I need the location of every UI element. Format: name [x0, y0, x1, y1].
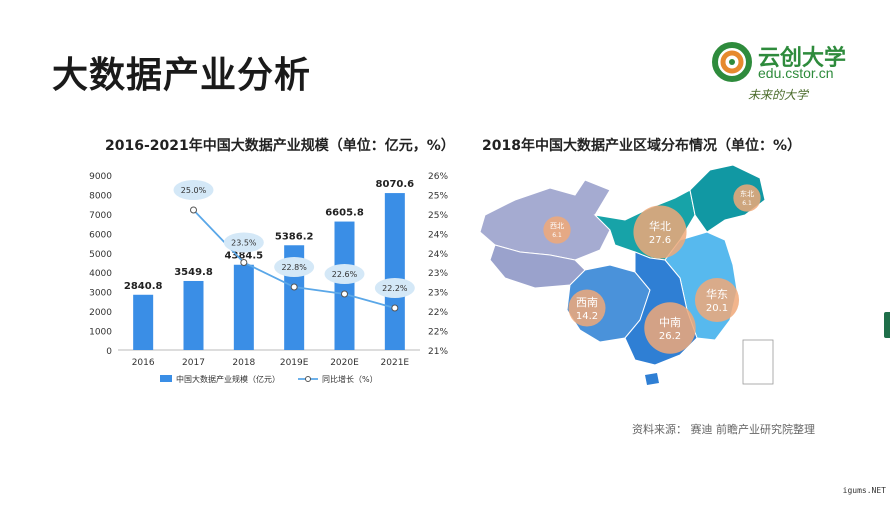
- bar-value-label: 6605.8: [325, 208, 364, 219]
- data-source-note: 资料来源： 赛迪 前瞻产业研究院整理: [632, 423, 815, 436]
- region-value-label: 26.2: [659, 331, 681, 342]
- bar: [183, 280, 204, 350]
- region-bubble: [568, 289, 606, 327]
- y-left-tick-label: 2000: [89, 308, 112, 318]
- bar-value-label: 3549.8: [174, 267, 213, 278]
- bar-value-label: 8070.6: [376, 179, 415, 190]
- x-tick-label: 2018: [232, 358, 255, 368]
- legend-line-marker: [305, 376, 311, 382]
- region-value-label: 6.1: [742, 200, 752, 207]
- bar-value-label: 2840.8: [124, 281, 163, 292]
- growth-label: 23.5%: [231, 239, 257, 248]
- growth-point: [391, 304, 399, 312]
- y-left-tick-label: 4000: [89, 269, 112, 279]
- growth-point: [290, 283, 298, 291]
- growth-label-bubble: [374, 278, 415, 298]
- x-tick-label: 2019E: [280, 358, 309, 368]
- y-right-tick-label: 24%: [428, 250, 448, 260]
- region-value-label: 20.1: [706, 303, 728, 314]
- bar-line-chart: 0 1000 2000 3000 4000 5000 6000 7000 8000 9000 21%…: [89, 172, 448, 384]
- region-name-label: 华北: [649, 219, 671, 233]
- growth-label: 22.8%: [281, 263, 307, 272]
- bar-value-label: 5386.2: [275, 231, 314, 242]
- growth-point: [240, 259, 248, 266]
- growth-label-bubble: [173, 180, 214, 200]
- y-left-tick-label: 3000: [89, 289, 112, 299]
- growth-label: 22.6%: [332, 270, 358, 279]
- region-value-label: 14.2: [576, 311, 598, 322]
- region-bubble: [644, 302, 696, 354]
- growth-point: [341, 290, 348, 298]
- x-tick-label: 2021E: [381, 358, 410, 368]
- map-shape: [479, 164, 774, 385]
- growth-label-bubble: [274, 257, 315, 277]
- y-right-tick-label: 23%: [428, 269, 448, 279]
- x-tick-label: 2020E: [330, 358, 359, 368]
- y-right-tick-label: 24%: [428, 230, 448, 240]
- region-name-label: 华东: [706, 287, 728, 301]
- y-left-tick-label: 6000: [89, 230, 112, 240]
- legend-line-label: 同比增长（%）: [322, 374, 378, 384]
- x-tick-label: 2017: [182, 358, 205, 368]
- bar: [133, 294, 154, 350]
- watermark: igums.NET: [842, 486, 886, 495]
- side-scroll-tab[interactable]: [884, 312, 890, 338]
- page-title: 大数据产业分析: [52, 55, 312, 96]
- y-right-tick-label: 25%: [428, 211, 448, 221]
- y-right-tick-label: 21%: [428, 347, 448, 357]
- region-bubble: [633, 205, 687, 259]
- hainan-island: [645, 373, 659, 385]
- y-left-tick-label: 8000: [89, 191, 112, 201]
- region-bubble: [733, 184, 761, 212]
- map-chart-title: 2018年中国大数据产业区域分布情况（单位：%）: [482, 138, 801, 154]
- region-name-label: 西北: [550, 222, 564, 230]
- bar-value-label: 4384.5: [225, 251, 264, 262]
- y-left-tick-label: 1000: [89, 328, 112, 338]
- logo-name: 云创大学: [758, 46, 847, 71]
- growth-label-bubble: [223, 232, 264, 253]
- region-name-label: 西南: [576, 296, 598, 309]
- y-left-tick-label: 9000: [89, 172, 112, 182]
- y-right-tick-label: 23%: [428, 289, 448, 299]
- legend-bar-swatch: [160, 375, 172, 382]
- bar: [334, 221, 355, 350]
- south-sea-inset: [742, 339, 774, 385]
- region-value-label: 27.6: [649, 235, 671, 246]
- y-left-tick-label: 7000: [89, 211, 112, 221]
- growth-label: 25.0%: [181, 186, 207, 195]
- logo-slogan: 未来的大学: [748, 88, 809, 102]
- brand-logo: 云创大学 edu.cstor.cn: [712, 40, 862, 100]
- legend-bar-label: 中国大数据产业规模（亿元）: [176, 374, 280, 384]
- y-left-tick-label: 0: [106, 347, 112, 357]
- y-right-tick-label: 22%: [428, 328, 448, 338]
- region-value-label: 6.1: [552, 232, 562, 239]
- bar: [384, 193, 405, 350]
- bar: [233, 264, 254, 350]
- bar-chart-title: 2016-2021年中国大数据产业规模（单位：亿元，%）: [105, 138, 455, 154]
- y-right-tick-label: 26%: [428, 172, 448, 182]
- region-name-label: 中南: [659, 316, 681, 329]
- region-map: 华北 27.6 中南 26.2 华东 20.1 西南 14.2 西北 6.1 东北 6.1: [479, 164, 774, 385]
- logo-url: edu.cstor.cn: [758, 65, 834, 81]
- y-left-tick-label: 5000: [89, 250, 112, 260]
- logo-swirl-icon: [712, 42, 752, 82]
- x-tick-label: 2016: [132, 358, 155, 368]
- growth-point: [190, 206, 197, 214]
- y-right-tick-label: 25%: [428, 191, 448, 201]
- y-right-tick-label: 22%: [428, 308, 448, 318]
- region-name-label: 东北: [740, 189, 754, 198]
- growth-label: 22.2%: [382, 284, 408, 293]
- growth-label-bubble: [324, 264, 365, 284]
- region-bubble: [543, 216, 571, 244]
- region-bubble: [694, 277, 740, 323]
